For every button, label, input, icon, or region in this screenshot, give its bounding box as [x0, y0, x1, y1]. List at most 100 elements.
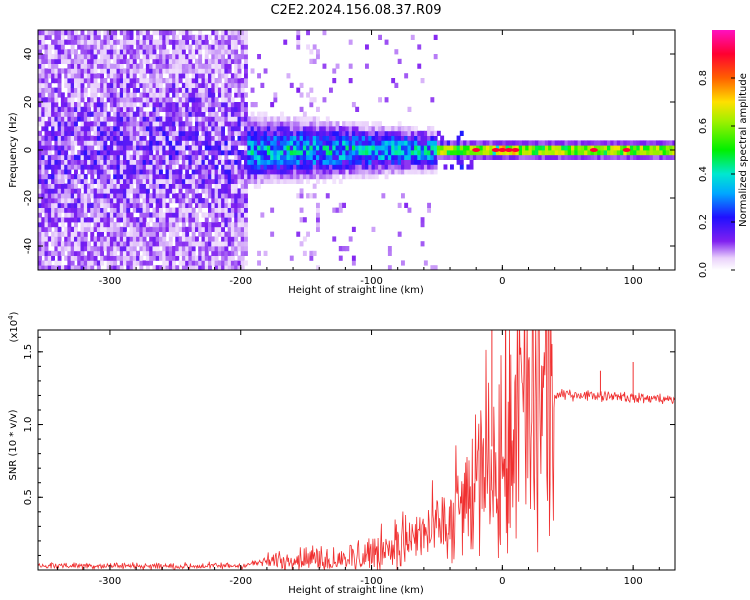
spectrogram-cell: [38, 198, 42, 204]
spectrogram-cell: [181, 130, 186, 136]
spectrogram-cell: [217, 63, 222, 69]
spectrogram-cell: [214, 121, 219, 127]
spectrogram-cell: [401, 150, 405, 156]
spectrogram-cell: [87, 126, 91, 132]
spectrogram-cell: [211, 130, 216, 136]
spectrogram-cell: [57, 255, 62, 261]
spectrogram-cell: [178, 58, 183, 64]
spectrogram-cell: [234, 63, 239, 69]
spectrogram-cell: [669, 150, 673, 156]
spectrogram-cell: [116, 202, 121, 208]
spectrogram-cell: [525, 140, 530, 146]
snr-y-scale-exponent: 4: [7, 315, 15, 320]
spectrogram-cell: [126, 193, 131, 199]
spectrogram-cell: [80, 174, 85, 180]
spectrogram-cell: [109, 236, 114, 242]
spectrogram-cell: [149, 82, 154, 88]
x-tick-label: -100: [360, 276, 383, 287]
spectrogram-cell: [636, 145, 641, 151]
spectrogram-cell: [185, 154, 190, 160]
spectrogram-cell: [83, 265, 88, 270]
spectrogram-cell: [237, 265, 242, 270]
spectrogram-cell: [149, 226, 154, 232]
spectrogram-cell: [103, 30, 108, 36]
spectrogram-cell: [145, 44, 150, 50]
spectrogram-cell: [165, 49, 170, 55]
spectrogram-cell: [168, 82, 173, 88]
spectrogram-cell: [224, 207, 229, 213]
spectrogram-cell: [145, 78, 150, 84]
spectrogram-cell: [126, 255, 131, 261]
spectrogram-cell: [195, 212, 199, 218]
spectrogram-cell: [168, 241, 173, 247]
spectrogram-cell: [260, 82, 265, 88]
spectrogram-cell: [126, 164, 131, 170]
spectrogram-cell: [103, 236, 108, 242]
spectrogram-cell: [74, 217, 78, 223]
spectrogram-cell: [378, 164, 382, 170]
spectrogram-cell: [312, 135, 317, 141]
spectrogram-cell: [126, 250, 131, 256]
spectrogram-cell: [100, 121, 104, 127]
spectrogram-cell: [299, 169, 304, 175]
spectrogram-cell: [185, 63, 190, 69]
spectrogram-cell: [273, 130, 278, 136]
spectrogram-cell: [168, 39, 173, 45]
spectrogram-cell: [152, 265, 157, 270]
spectrogram-cell: [201, 135, 206, 141]
spectrogram-cell: [103, 174, 108, 180]
spectrogram-cell: [90, 164, 95, 170]
spectrogram-cell: [309, 140, 314, 146]
spectrogram-cell: [57, 87, 62, 93]
spectrogram-cell: [116, 49, 121, 55]
spectrogram-cell: [351, 164, 356, 170]
spectrogram-cell: [646, 140, 651, 146]
spectrogram-cell: [607, 150, 611, 156]
spectrogram-cell: [185, 202, 190, 208]
spectrogram-cell: [162, 145, 167, 151]
spectrogram-cell: [309, 130, 314, 136]
spectrogram-cell: [172, 44, 176, 50]
x-tick-label: 100: [624, 276, 643, 287]
spectrogram-cell: [181, 159, 186, 165]
spectrogram-cell: [172, 265, 176, 270]
snr-y-ticks: 0.51.01.5: [23, 336, 675, 556]
spectrogram-cell: [433, 34, 438, 40]
spectrogram-cell: [136, 44, 140, 50]
spectrogram-cell: [636, 150, 641, 156]
spectrogram-cell: [590, 150, 595, 156]
spectrogram-cell: [208, 222, 212, 228]
spectrogram-cell: [41, 102, 46, 108]
spectrogram-cell: [325, 159, 330, 165]
spectrogram-cell: [100, 145, 104, 151]
spectrogram-cell: [145, 246, 150, 252]
spectrogram-cell: [172, 164, 176, 170]
spectrogram-cell: [365, 130, 369, 136]
spectrogram-cell: [289, 135, 294, 141]
spectrogram-cell: [142, 92, 147, 98]
spectrogram-cell: [469, 145, 474, 151]
spectrogram-cell: [574, 145, 579, 151]
spectrogram-cell: [172, 174, 176, 180]
spectrogram-cell: [227, 169, 232, 175]
spectrogram-cell: [191, 174, 196, 180]
spectrogram-cell: [103, 154, 108, 160]
spectrogram-cell: [54, 150, 59, 156]
spectrogram-cell: [96, 222, 101, 228]
spectrogram-cell: [652, 145, 657, 151]
spectrogram-cell: [224, 111, 229, 117]
spectrogram-cell: [136, 82, 140, 88]
spectrogram-cell: [296, 116, 301, 122]
spectrogram-cell: [198, 121, 203, 127]
spectrogram-cell: [155, 82, 160, 88]
spectrogram-cell: [155, 236, 160, 242]
spectrogram-cell: [188, 207, 193, 213]
spectrogram-cell: [80, 145, 85, 151]
spectrogram-cell: [74, 169, 78, 175]
spectrogram-cell: [90, 265, 95, 270]
spectrogram-cell: [240, 106, 245, 112]
spectrogram-cell: [316, 145, 320, 151]
spectrogram-cell: [656, 140, 660, 146]
spectrogram-cell: [371, 164, 376, 170]
spectrogram-cell: [201, 255, 206, 261]
